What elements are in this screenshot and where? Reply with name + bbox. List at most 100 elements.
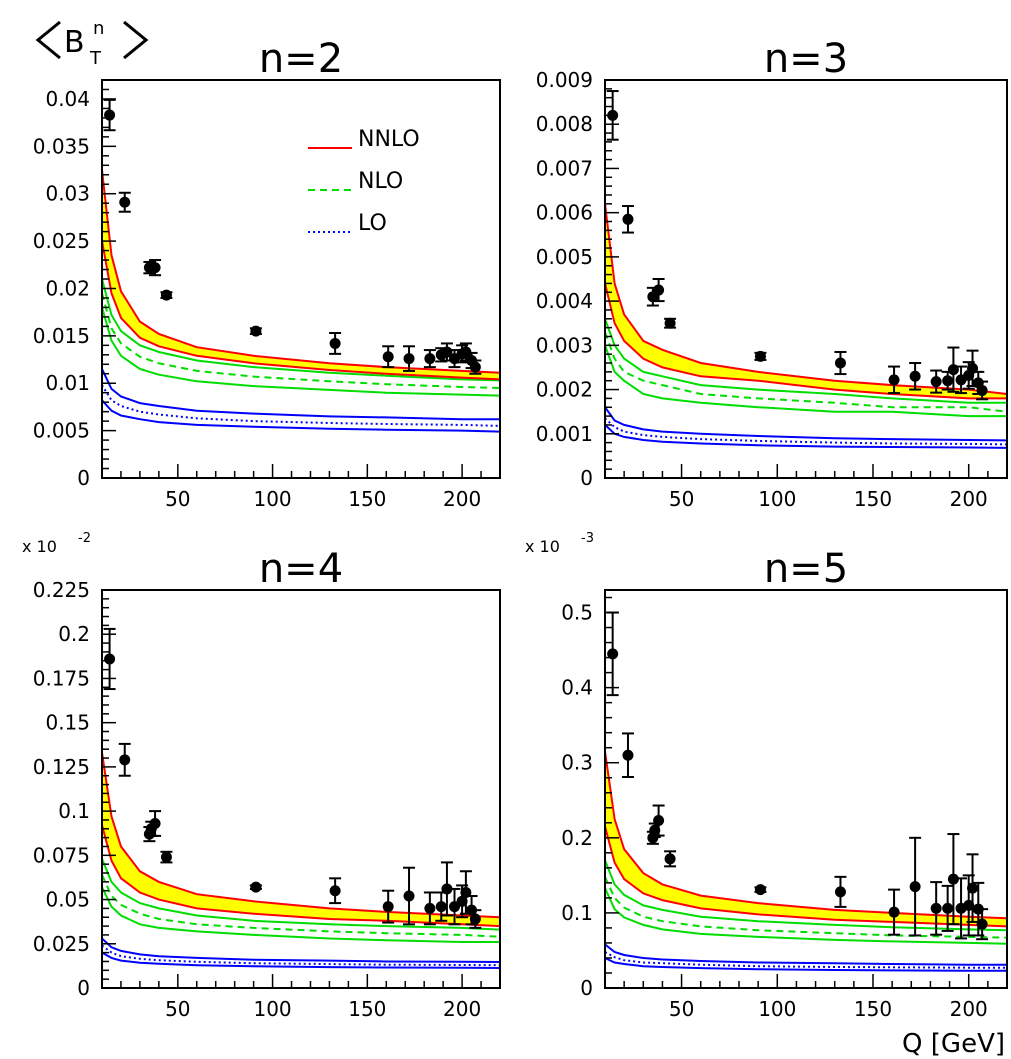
plot-area: [102, 80, 500, 478]
data-marker: [888, 374, 900, 386]
y-tick-label: 0.035: [33, 134, 90, 158]
main-y-label-letter: B: [64, 25, 85, 60]
data-marker: [382, 901, 394, 913]
data-point: [754, 884, 767, 896]
nlo-central-line: [102, 292, 500, 389]
data-point: [976, 908, 989, 941]
data-marker: [607, 648, 619, 660]
nlo-upper-line: [102, 858, 500, 931]
data-point: [329, 332, 342, 355]
panel-2: 50 100 150 200 0 0.001 0.002 0.003 0.004 0.005 0.0…: [536, 36, 1008, 511]
data-point: [103, 98, 116, 132]
lo-lower-line: [605, 957, 1007, 972]
data-point: [941, 884, 954, 932]
nnlo-upper-line: [605, 751, 1007, 920]
panel-title: n=4: [259, 546, 343, 592]
legend: NNLO NLO LO: [308, 127, 420, 236]
y-tick-label: 0.008: [536, 112, 593, 136]
y-tick-label: 0.001: [536, 422, 593, 446]
data-point: [440, 861, 453, 917]
y-tick-label: 0.04: [45, 87, 90, 111]
y-tick-label: 0.005: [536, 245, 593, 269]
data-point: [909, 836, 922, 937]
data-point: [160, 850, 173, 864]
data-marker: [930, 902, 942, 914]
nlo-upper-line: [605, 318, 1007, 404]
data-point: [621, 205, 634, 234]
data-point: [118, 191, 131, 213]
right-angle-bracket: [123, 20, 149, 60]
data-points: [103, 627, 482, 929]
theory-curves: [102, 752, 500, 969]
nlo-central-line: [102, 874, 500, 938]
legend-label: NNLO: [358, 127, 420, 152]
y-tick-label: 0.025: [33, 932, 90, 956]
data-point: [664, 317, 677, 329]
x-tick-label: 200: [443, 997, 481, 1021]
nlo-lower-line: [605, 344, 1007, 418]
data-point: [947, 833, 960, 926]
x-tick-label: 50: [669, 487, 694, 511]
data-marker: [250, 325, 262, 337]
nlo-central-line: [605, 331, 1007, 413]
y-tick-label: 0.175: [33, 666, 90, 690]
y-tick-label: 0.1: [58, 799, 90, 823]
exponent-power: -3: [581, 531, 594, 546]
y-tick-label: 0.004: [536, 289, 593, 313]
panel-title: n=5: [764, 546, 848, 592]
x-tick-label: 150: [854, 997, 892, 1021]
data-marker: [382, 351, 394, 363]
axis-ticks: 50 100 150 200 0 0.005 0.01 0.015 0.02 0.025 0.03 0…: [33, 79, 501, 511]
plot-frame: [604, 589, 1008, 989]
data-marker: [963, 899, 975, 911]
y-tick-label: 0.007: [536, 156, 593, 180]
data-marker: [622, 749, 634, 761]
nnlo-lower-line: [102, 240, 500, 381]
exponent-label: x 10: [22, 537, 57, 556]
data-marker: [754, 350, 766, 362]
data-point: [754, 350, 767, 362]
y-tick-label: 0.03: [45, 182, 90, 206]
data-marker: [754, 884, 766, 896]
data-marker: [909, 370, 921, 382]
nnlo-lower-line: [605, 283, 1007, 400]
x-tick-label: 100: [253, 997, 291, 1021]
data-marker: [469, 361, 481, 373]
data-marker: [976, 918, 988, 930]
axis-ticks: 50 100 150 200 0 0.1 0.2 0.3 0.4 0.5: [561, 596, 1008, 1021]
data-marker: [435, 901, 447, 913]
data-marker: [967, 882, 979, 894]
y-tick-label: 0.02: [45, 276, 90, 300]
x-tick-label: 50: [669, 997, 694, 1021]
data-marker: [104, 109, 116, 121]
nlo-lower-line: [102, 307, 500, 397]
data-point: [664, 850, 677, 868]
y-tick-label: 0: [580, 976, 593, 1000]
y-tick-label: 0: [580, 466, 593, 490]
data-marker: [119, 196, 131, 208]
data-marker: [942, 375, 954, 387]
y-tick-label: 0.3: [561, 751, 593, 775]
data-marker: [653, 284, 665, 296]
data-marker: [909, 881, 921, 893]
data-marker: [329, 337, 341, 349]
y-tick-label: 0.5: [561, 601, 593, 625]
x-tick-label: 150: [348, 997, 386, 1021]
nlo-lower-line: [102, 886, 500, 943]
data-point: [652, 804, 665, 837]
x-tick-label: 100: [758, 487, 796, 511]
lo-upper-line: [605, 943, 1007, 966]
lo-central-line: [102, 384, 500, 427]
data-point: [249, 325, 262, 337]
panel-title: n=2: [259, 36, 343, 82]
y-tick-label: 0.4: [561, 676, 593, 700]
data-marker: [888, 906, 900, 918]
x-tick-label: 100: [253, 487, 291, 511]
panel-1: 50 100 150 200 0 0.005 0.01 0.015 0.02 0.025 0.03 0…: [33, 36, 501, 511]
data-point: [423, 891, 436, 926]
main-y-label: B T n: [35, 18, 149, 69]
data-points: [606, 90, 989, 401]
data-point: [469, 359, 482, 375]
panel-3: 50 100 150 200 0 0.025 0.05 0.075 0.1 0.125 0.15 0.…: [22, 531, 501, 1021]
